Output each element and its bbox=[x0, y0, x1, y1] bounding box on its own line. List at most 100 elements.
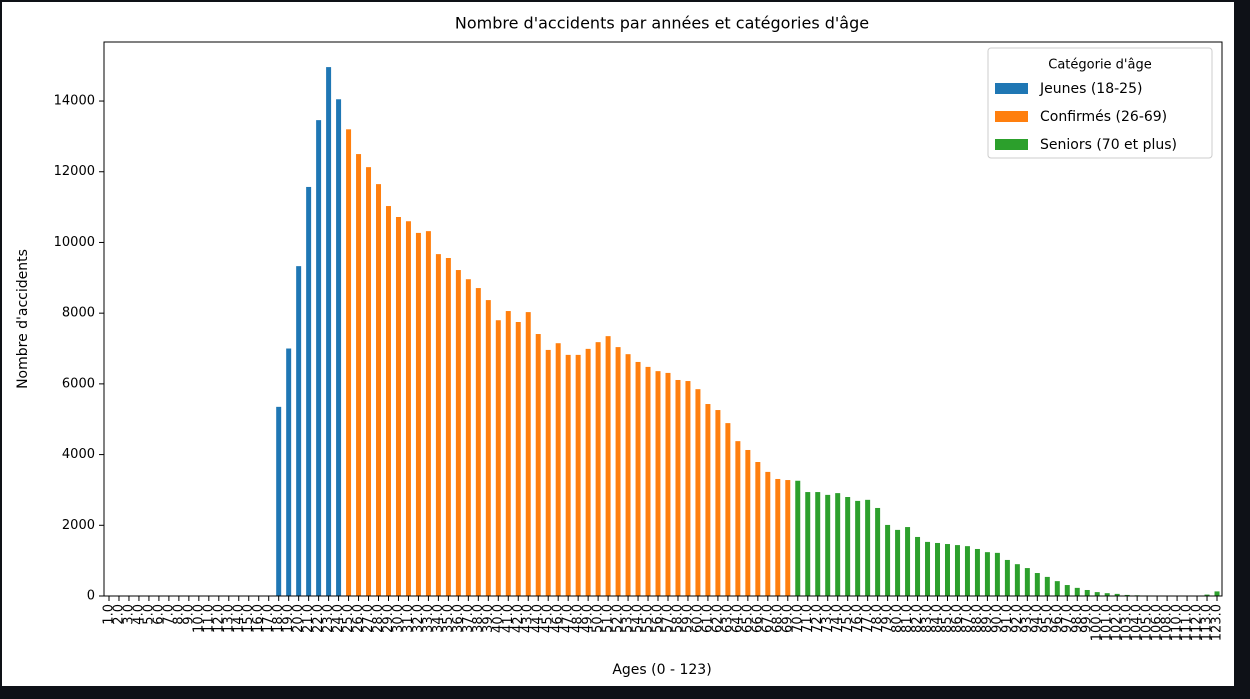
bar bbox=[695, 389, 701, 596]
x-tick-label: 75.0 bbox=[840, 604, 855, 633]
x-tick-label: 65.0 bbox=[740, 604, 755, 633]
bar bbox=[326, 67, 332, 597]
bar bbox=[1124, 594, 1130, 596]
x-tick-label: 15.0 bbox=[241, 604, 256, 633]
x-tick-label: 23.0 bbox=[321, 604, 336, 633]
bar bbox=[1044, 576, 1050, 596]
bar bbox=[865, 499, 871, 596]
x-tick-label: 38.0 bbox=[471, 604, 486, 633]
x-tick-label: 31.0 bbox=[401, 604, 416, 633]
bar bbox=[765, 471, 771, 596]
x-tick-label: 74.0 bbox=[830, 604, 845, 633]
x-tick-label: 18.0 bbox=[271, 604, 286, 633]
plot-frame bbox=[103, 41, 1223, 597]
bar bbox=[366, 167, 372, 596]
x-tick-label: 95.0 bbox=[1040, 604, 1055, 633]
bar bbox=[1104, 593, 1110, 596]
x-tick-label: 90.0 bbox=[990, 604, 1005, 633]
x-tick-label: 57.0 bbox=[660, 604, 675, 633]
bar bbox=[935, 542, 941, 596]
x-tick-label: 42.0 bbox=[511, 604, 526, 633]
x-tick-label: 102.0 bbox=[1110, 604, 1125, 641]
bar bbox=[725, 423, 731, 596]
bar bbox=[1214, 591, 1220, 596]
bar bbox=[565, 354, 571, 596]
y-tick-label: 14000 bbox=[54, 94, 95, 109]
bar bbox=[1034, 573, 1040, 596]
bar bbox=[455, 270, 461, 596]
x-tick-label: 79.0 bbox=[880, 604, 895, 633]
x-tick-label: 106.0 bbox=[1150, 604, 1165, 641]
bar bbox=[445, 258, 451, 596]
bar bbox=[815, 492, 821, 596]
bar bbox=[336, 99, 342, 596]
x-tick-label: 59.0 bbox=[680, 604, 695, 633]
x-tick-label: 110.0 bbox=[1170, 604, 1185, 641]
y-tick-label: 10000 bbox=[54, 235, 95, 250]
x-tick-label: 85.0 bbox=[940, 604, 955, 633]
bar bbox=[925, 541, 931, 596]
bar bbox=[1094, 592, 1100, 596]
x-tick-label: 71.0 bbox=[800, 604, 815, 633]
x-tick-label: 8.0 bbox=[171, 604, 186, 625]
bar bbox=[705, 404, 711, 596]
bar bbox=[755, 462, 761, 596]
bar bbox=[715, 410, 721, 596]
bar bbox=[1024, 568, 1030, 596]
bar bbox=[376, 184, 382, 596]
x-tick-label: 24.0 bbox=[331, 604, 346, 633]
bar bbox=[665, 372, 671, 596]
x-tick-label: 12.0 bbox=[211, 604, 226, 633]
x-tick-label: 92.0 bbox=[1010, 604, 1025, 633]
bar bbox=[306, 186, 312, 596]
x-tick-label: 81.0 bbox=[900, 604, 915, 633]
bar bbox=[1004, 559, 1010, 596]
bar bbox=[276, 406, 282, 596]
x-tick-label: 46.0 bbox=[551, 604, 566, 633]
bar bbox=[645, 366, 651, 596]
x-tick-label: 66.0 bbox=[750, 604, 765, 633]
bar bbox=[1054, 581, 1060, 596]
bar bbox=[575, 354, 581, 596]
legend-box bbox=[987, 47, 1213, 159]
x-tick-label: 40.0 bbox=[491, 604, 506, 633]
bar bbox=[515, 322, 521, 596]
x-tick-label: 80.0 bbox=[890, 604, 905, 633]
bar bbox=[435, 254, 441, 597]
x-tick-label: 111.0 bbox=[1180, 604, 1195, 641]
bar bbox=[895, 529, 901, 596]
y-tick-label: 6000 bbox=[62, 376, 95, 391]
x-tick-label: 29.0 bbox=[381, 604, 396, 633]
y-tick-label: 0 bbox=[87, 589, 95, 604]
x-tick-label: 67.0 bbox=[760, 604, 775, 633]
bar bbox=[1074, 587, 1080, 596]
bar bbox=[954, 545, 960, 596]
bar bbox=[346, 129, 352, 596]
x-tick-label: 39.0 bbox=[481, 604, 496, 633]
x-tick-label: 14.0 bbox=[231, 604, 246, 633]
x-tick-label: 27.0 bbox=[361, 604, 376, 633]
bar bbox=[875, 507, 881, 596]
x-tick-label: 36.0 bbox=[451, 604, 466, 633]
bar bbox=[465, 279, 471, 596]
x-tick-label: 52.0 bbox=[611, 604, 626, 633]
bar bbox=[1204, 594, 1210, 596]
y-tick-label: 12000 bbox=[54, 164, 95, 179]
bar bbox=[845, 497, 851, 596]
bar bbox=[805, 492, 811, 596]
x-tick-label: 43.0 bbox=[521, 604, 536, 633]
bar bbox=[655, 371, 661, 596]
legend-swatch bbox=[995, 139, 1028, 150]
x-tick-label: 103.0 bbox=[1120, 604, 1135, 641]
bar bbox=[605, 336, 611, 596]
x-tick-label: 25.0 bbox=[341, 604, 356, 633]
x-tick-label: 113.0 bbox=[1200, 604, 1215, 641]
y-tick-label: 4000 bbox=[62, 447, 95, 462]
legend-swatch bbox=[995, 83, 1028, 94]
x-tick-label: 73.0 bbox=[820, 604, 835, 633]
bar bbox=[286, 348, 292, 596]
bar bbox=[885, 524, 891, 596]
x-tick-label: 89.0 bbox=[980, 604, 995, 633]
